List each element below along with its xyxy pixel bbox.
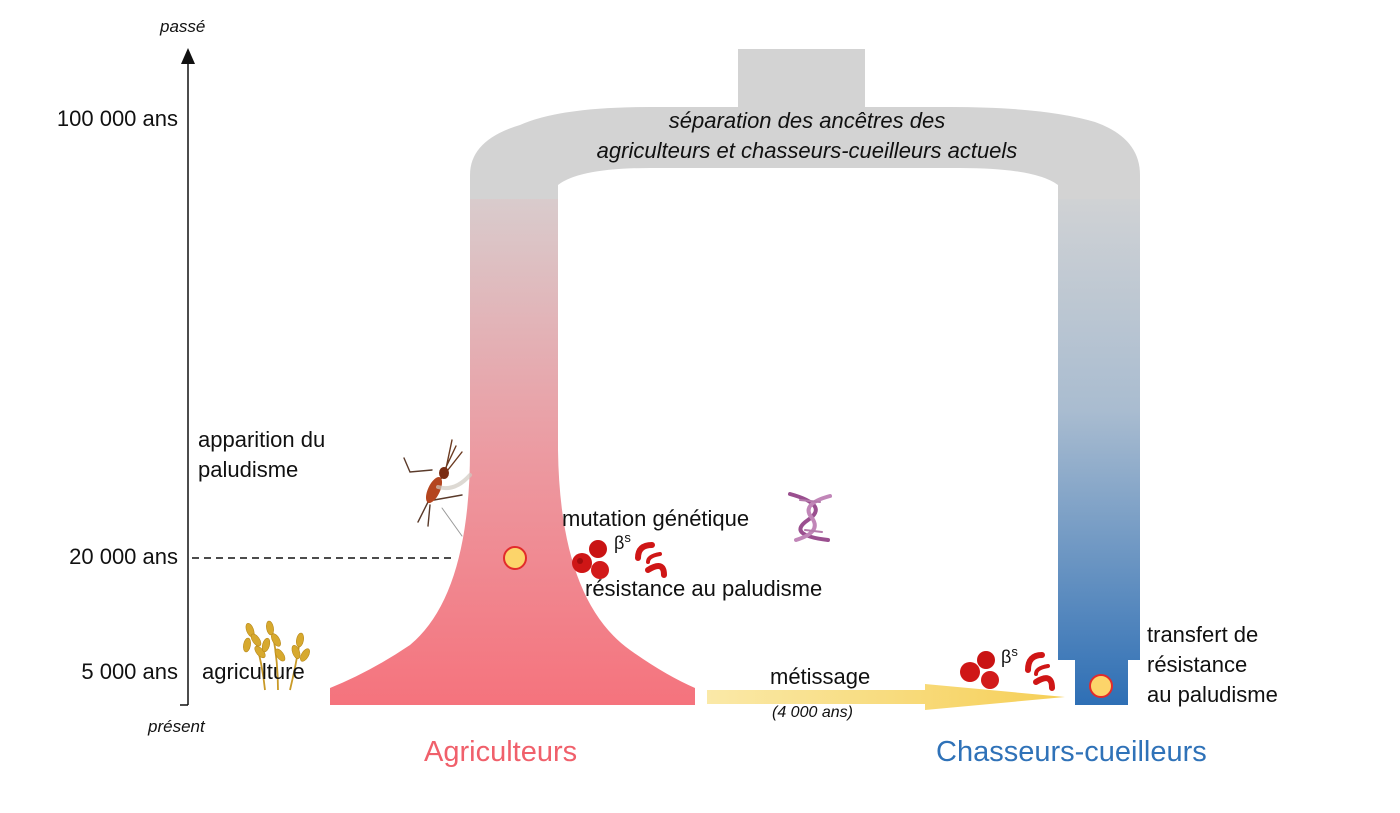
mosquito-icon (403, 439, 472, 537)
time-axis (180, 48, 455, 706)
mutation-dot-farmers (503, 546, 527, 570)
time-axis-arrowhead (181, 48, 195, 64)
wheat-icon (243, 620, 310, 691)
malaria-label-line2: paludisme (198, 457, 299, 482)
transfer-label-line3: au paludisme (1147, 682, 1278, 707)
farmers-branch (330, 199, 695, 705)
mutation-dot-hunters (1089, 674, 1113, 698)
ancestral-population (470, 49, 1140, 200)
transfer-label: transfert de résistance au paludisme (1147, 620, 1278, 710)
axis-tick-100000: 100 000 ans (56, 106, 178, 131)
axis-tick-5000: 5 000 ans (81, 659, 178, 684)
hunters-branch (1058, 199, 1140, 705)
admixture-arrow (707, 684, 1065, 710)
axis-tick-20000: 20 000 ans (69, 544, 178, 569)
sickle-cell-icon (635, 542, 667, 578)
farmers-population-label: Agriculteurs (424, 736, 578, 768)
malaria-label-line1: apparition du (198, 427, 326, 452)
agriculture-label: agriculture (202, 659, 305, 684)
admixture-label: métissage (770, 664, 871, 689)
split-label-line1: séparation des ancêtres des (668, 108, 946, 133)
red-blood-cell-icon-hunters (960, 651, 999, 689)
resistance-label: résistance au paludisme (585, 576, 823, 601)
mutation-label: mutation génétique (562, 506, 750, 531)
malaria-appearance-label: apparition du paludisme (198, 425, 325, 485)
transfer-label-line1: transfert de (1147, 622, 1259, 647)
axis-bottom-label: présent (148, 717, 205, 736)
ancestral-stem (738, 49, 865, 109)
dna-icon (788, 492, 832, 542)
red-blood-cell-icon (572, 540, 609, 579)
split-label-line2: agriculteurs et chasseurs-cueilleurs act… (596, 138, 1018, 163)
split-label: séparation des ancêtres des agriculteurs… (512, 106, 1102, 166)
ancestral-bridge (470, 107, 1140, 200)
axis-top-label: passé (160, 17, 206, 36)
admixture-time-label: (4 000 ans) (772, 704, 853, 721)
transfer-label-line2: résistance (1147, 652, 1248, 677)
beta-s-label-hunters: βs (1001, 644, 1018, 667)
sickle-cell-icon-hunters (1025, 652, 1055, 691)
hunters-population-label: Chasseurs-cueilleurs (936, 736, 1207, 768)
beta-s-label: βs (614, 530, 631, 553)
